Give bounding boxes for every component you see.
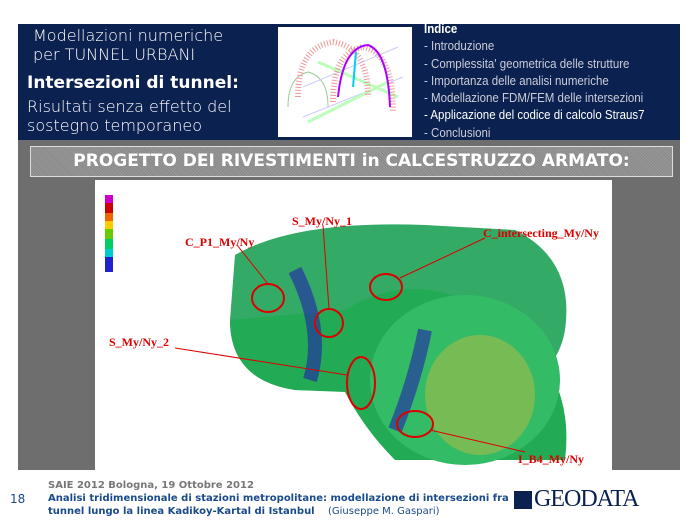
tunnel-wireframe-thumbnail (278, 27, 412, 137)
label-s-my-ny-1: S_My/Ny_1 (292, 214, 352, 228)
index-item[interactable]: - Modellazione FDM/FEM delle intersezion… (424, 91, 644, 106)
label-c-p1-my-ny: C_P1_My/Ny (185, 235, 255, 249)
footer-line2: tunnel lungo la linea Kadikoy-Kartal di … (48, 506, 315, 517)
section-title: PROGETTO DEI RIVESTIMENTI in CALCESTRUZZ… (30, 146, 673, 177)
label-c-intersecting-my-ny: C_intersecting_My/Ny (483, 226, 599, 240)
label-i-b4-my-ny: I_B4_My/Ny (518, 452, 584, 466)
label-s-my-ny-2: S_My/Ny_2 (109, 335, 169, 349)
color-legend (105, 195, 113, 272)
index-heading: Indice (424, 22, 458, 36)
slide-subtitle: Intersezioni di tunnel: (27, 73, 239, 93)
geodata-logo: GEODATA (514, 486, 639, 513)
fem-result-figure: S_My/Ny_1 C_P1_My/Ny C_intersecting_My/N… (95, 180, 612, 470)
author: (Giuseppe M. Gaspari) (328, 506, 440, 517)
index-item-active[interactable]: - Applicazione del codice di calcolo Str… (424, 108, 645, 123)
event-text: SAIE 2012 Bologna, 19 Ottobre 2012 (48, 480, 254, 491)
page-number: 18 (10, 492, 26, 506)
index-list: Indice - Introduzione - Complessita' geo… (424, 21, 645, 142)
index-item[interactable]: - Complessita' geometrica delle struttur… (424, 56, 630, 71)
index-item[interactable]: - Importanza delle analisi numeriche (424, 73, 609, 88)
slide-description: Risultati senza effetto del sostegno temp… (27, 97, 232, 135)
footer-line1: Analisi tridimensionale di stazioni metr… (48, 493, 509, 504)
index-item[interactable]: - Conclusioni (424, 125, 491, 140)
logo-square-icon (514, 490, 532, 509)
index-item[interactable]: - Introduzione (424, 39, 495, 54)
slide-title: Modellazioni numeriche per TUNNEL URBANI (33, 26, 224, 64)
